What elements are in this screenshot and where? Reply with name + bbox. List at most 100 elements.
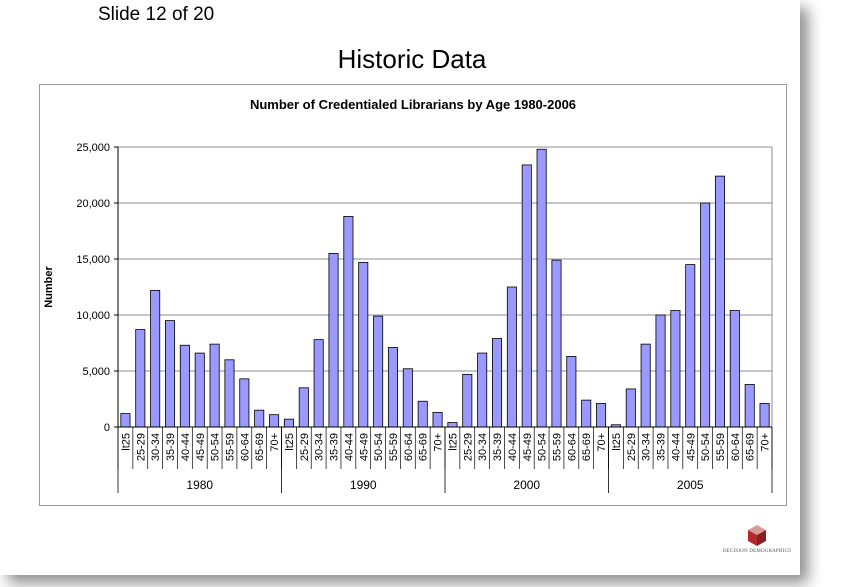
x-tick-label: 35-39 [656,433,668,461]
chart-title: Number of Credentialed Librarians by Age… [250,97,576,112]
x-tick-label: 40-44 [507,433,519,461]
x-tick-label: 60-64 [403,433,415,461]
x-tick-label: 45-49 [685,433,697,461]
bar [759,403,770,428]
x-tick-label: 50-54 [373,433,385,461]
bar [521,164,532,428]
x-tick-label: 25-29 [462,433,474,461]
bar [655,314,666,428]
bar [194,352,205,428]
bar [328,252,339,428]
x-tick-label: lt25 [447,433,459,451]
x-tick-label: 25-29 [299,433,311,461]
bar [373,315,384,428]
x-tick-label: 40-44 [670,433,682,461]
x-tick-label: 70+ [433,433,445,452]
bar [298,387,309,428]
bar [417,400,428,428]
bar [640,343,651,428]
x-tick-label: lt25 [284,433,296,451]
bar [402,368,413,428]
x-tick-label: lt25 [611,433,623,451]
x-tick-label: 45-49 [358,433,370,461]
x-tick-label: 35-39 [329,433,341,461]
x-tick-label: 25-29 [626,433,638,461]
x-group-label: 2005 [677,478,704,492]
chart-frame: Number of Credentialed Librarians by Age… [39,84,787,506]
y-tick-label: 15,000 [76,254,110,266]
x-group-label: 2000 [513,478,540,492]
bar [714,175,725,428]
x-tick-label: 45-49 [195,433,207,461]
x-tick-label: 60-64 [239,433,251,461]
bar [596,403,607,428]
x-tick-label: 55-59 [551,433,563,461]
bar [358,261,369,428]
bar [536,148,547,428]
bar [269,414,280,428]
bar [224,359,235,428]
x-tick-label: 55-59 [388,433,400,461]
bar [150,289,161,428]
x-tick-label: 35-39 [165,433,177,461]
bar [462,373,473,428]
bar [283,418,294,428]
logo-text: DECISION DEMOGRAPHICS [722,549,792,554]
x-tick-label: 30-34 [477,433,489,461]
y-tick-label: 0 [104,422,110,434]
bar [120,413,131,428]
slide-title: Historic Data [337,44,487,74]
x-tick-label: 30-34 [314,433,326,461]
x-tick-label: 70+ [596,433,608,452]
x-tick-label: 70+ [760,433,772,452]
bar [700,202,711,428]
x-tick-label: 25-29 [135,433,147,461]
x-tick-label: 55-59 [715,433,727,461]
x-tick-label: 65-69 [581,433,593,461]
x-tick-label: lt25 [120,433,132,451]
bar [313,339,324,428]
bar [387,347,398,428]
bar [209,343,220,428]
y-tick-label: 5,000 [82,366,110,378]
bar [551,259,562,428]
x-tick-label: 50-54 [210,433,222,461]
bars [120,148,770,428]
y-axis-label: Number [43,266,55,308]
x-tick-label: 65-69 [254,433,266,461]
bar [179,344,190,428]
bar [625,388,636,428]
bar [670,310,681,428]
slide-counter: Slide 12 of 20 [98,4,215,25]
x-tick-label: 45-49 [522,433,534,461]
bar [744,384,755,428]
x-tick-label: 35-39 [492,433,504,461]
x-tick-label: 65-69 [418,433,430,461]
bar [432,412,443,428]
x-tick-label: 65-69 [745,433,757,461]
bar [447,422,458,428]
bar [254,409,265,428]
bar [239,378,250,428]
x-group-label: 1980 [186,478,213,492]
bar [729,310,740,428]
x-tick-label: 55-59 [224,433,236,461]
x-tick-label: 50-54 [700,433,712,461]
x-tick-label: 40-44 [180,433,192,461]
x-tick-label: 40-44 [343,433,355,461]
x-tick-label: 30-34 [641,433,653,461]
x-tick-label: 30-34 [150,433,162,461]
axes [114,146,773,493]
bar [477,352,488,428]
y-tick-label: 20,000 [76,198,110,210]
x-group-label: 1990 [350,478,377,492]
bar [566,356,577,428]
bar [165,320,176,428]
bar [343,216,354,428]
y-tick-label: 10,000 [76,310,110,322]
bar [506,286,517,428]
x-tick-label: 60-64 [566,433,578,461]
y-tick-label: 25,000 [76,142,110,154]
x-tick-label: 50-54 [537,433,549,461]
